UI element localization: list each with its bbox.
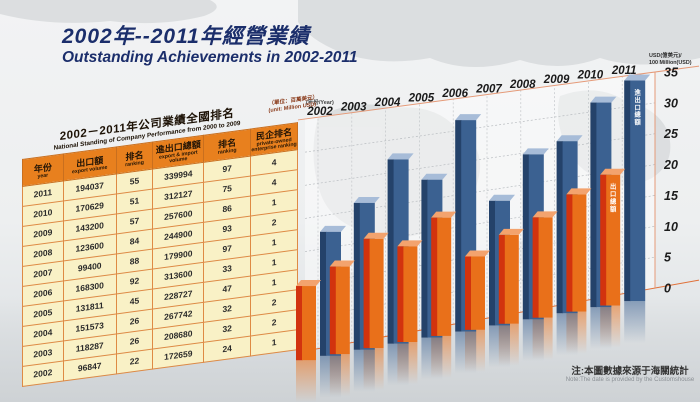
bar-series-label-export: 出口總額	[610, 182, 617, 213]
bar-top-face	[489, 194, 515, 201]
x-tick-year-2006: 2006	[441, 88, 468, 100]
y-tick-label: 20	[663, 158, 678, 172]
footnote-en: Note:The date is provided by the Customs…	[565, 377, 695, 384]
bar-side-face	[522, 154, 530, 320]
gridline	[304, 225, 656, 286]
bar-front-face	[596, 102, 612, 308]
x-tick-year-2011: 2011	[611, 65, 637, 77]
bar-front-face	[528, 154, 544, 320]
map-landmass	[322, 272, 382, 292]
bar-top-face	[455, 114, 482, 121]
table-cell: 22	[116, 348, 153, 374]
plane-top-edge	[297, 65, 700, 121]
bar-side-face	[624, 80, 631, 302]
y-tick-label: 30	[664, 96, 678, 110]
page-title: 2002年--2011年經營業績 Outstanding Achievement…	[62, 25, 357, 67]
bar-total-2008	[522, 148, 549, 320]
bar-total-2011	[624, 74, 651, 302]
x-tick-year-2005: 2005	[408, 92, 435, 104]
bar-top-face	[624, 74, 651, 81]
bar-side-face	[556, 141, 564, 314]
map-landmass	[0, 0, 217, 24]
bar-top-face	[353, 196, 380, 203]
y-tick-label: 0	[664, 282, 671, 296]
page-title-en: Outstanding Achievements in 2002-2011	[62, 49, 358, 67]
bar-top-face	[532, 211, 558, 218]
bar-top-face	[556, 135, 583, 142]
bar-front-face	[562, 141, 578, 314]
bar-top-face	[363, 232, 389, 239]
bar-series-label-total: 進出口總額	[635, 88, 642, 127]
bar-export-2011	[600, 168, 626, 306]
bar-total-2010	[590, 96, 617, 308]
x-tick-year-2010: 2010	[577, 70, 604, 82]
footnote-zh: 注:本圖數據來源于海關統計	[571, 366, 689, 377]
map-landmass	[494, 241, 546, 263]
bar-side-face	[600, 174, 607, 306]
gridline	[304, 133, 656, 186]
page-title-zh: 2002年--2011年經營業績	[62, 25, 310, 48]
y-tick-label: 5	[664, 251, 672, 265]
x-tick-year-2009: 2009	[543, 74, 570, 86]
map-landmass	[298, 0, 700, 68]
x-tick-year-2008: 2008	[509, 79, 536, 91]
y-tick-label: 10	[664, 220, 678, 234]
unit-note: （單位：百萬美元） (unit: Million USD)	[268, 95, 318, 116]
y-tick-label: 35	[664, 66, 679, 80]
x-tick-year-2004: 2004	[374, 97, 401, 109]
bar-top-face	[421, 173, 448, 180]
bar-top-face	[431, 211, 457, 218]
map-landmass	[557, 90, 671, 186]
bar-top-face	[320, 225, 346, 232]
bar-export-2010	[566, 188, 592, 312]
performance-table: 2002－2011年公司業績全國排名 National Standing of …	[22, 95, 318, 387]
y-tick-label: 25	[663, 127, 679, 141]
bar-front-face	[606, 174, 621, 306]
bar-side-face	[566, 194, 573, 312]
bar-top-face	[397, 240, 423, 247]
bar-top-face	[329, 260, 355, 267]
bar-front-face	[572, 194, 587, 312]
gridline	[304, 102, 656, 153]
footnote: 注:本圖數據來源于海關統計 Note:The date is provided …	[552, 366, 700, 385]
gridline	[304, 164, 656, 219]
bar-top-face	[600, 168, 626, 175]
bar-top-face	[522, 148, 549, 155]
bar-top-face	[498, 228, 524, 235]
bar-top-face	[465, 250, 490, 257]
bar-top-face	[590, 96, 617, 103]
bar-top-face	[566, 188, 592, 195]
y-axis-title-line1: USD(億美元)/	[649, 51, 682, 59]
bar-top-face	[387, 153, 414, 160]
bar-side-face	[590, 102, 597, 308]
x-tick-year-2003: 2003	[340, 101, 367, 113]
ranking-table: 年份 year 出口額 export volume 排名 ranking 進出口總額 expo…	[22, 122, 298, 387]
y-tick-label: 15	[664, 189, 679, 203]
y-axis-title-line2: 100 Million(USD)	[649, 60, 692, 66]
gridline	[304, 195, 656, 252]
bar-total-2009	[556, 135, 583, 314]
x-tick-year-2007: 2007	[475, 83, 502, 95]
map-landmass	[313, 104, 481, 238]
bar-front-face	[630, 80, 646, 302]
